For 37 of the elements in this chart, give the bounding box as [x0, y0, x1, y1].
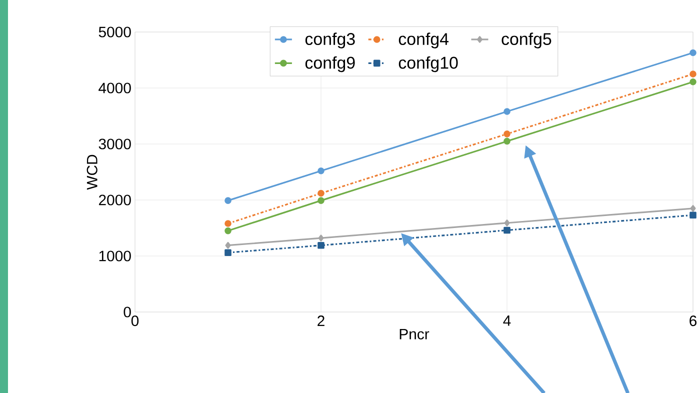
y-tick-label: 0 — [124, 306, 131, 318]
point — [318, 234, 324, 242]
point — [504, 130, 510, 138]
point — [318, 242, 324, 249]
y-tick-label: 3000 — [98, 138, 131, 150]
y-tick-label: 4000 — [98, 82, 131, 94]
point — [318, 190, 324, 197]
point — [225, 242, 231, 249]
point — [690, 212, 696, 219]
point — [224, 197, 232, 204]
legend-label: confg9 — [305, 56, 355, 72]
point — [690, 205, 696, 212]
point — [504, 226, 510, 234]
point — [224, 249, 232, 256]
legend-label: confg3 — [305, 32, 355, 48]
x-axis-title: Pncr — [400, 328, 430, 340]
point — [690, 70, 696, 78]
y-tick-label: 5000 — [98, 26, 131, 38]
point — [504, 220, 510, 226]
y-tick-label: 1000 — [99, 250, 131, 262]
legend-label: confg4 — [398, 32, 449, 48]
x-tick-label: 6 — [690, 316, 697, 326]
x-tick-label: 0 — [131, 316, 139, 326]
point — [504, 138, 510, 145]
y-axis-title: WCD — [86, 154, 98, 190]
legend-label: confg10 — [398, 56, 458, 72]
point — [504, 108, 510, 115]
x-tick-label: 2 — [318, 316, 324, 326]
point — [690, 78, 696, 86]
point — [318, 197, 324, 204]
point — [318, 167, 324, 174]
point — [690, 49, 696, 56]
y-tick-label: 2000 — [98, 194, 131, 206]
legend-label: confg5 — [502, 32, 552, 48]
point — [224, 227, 232, 234]
point — [224, 220, 232, 227]
x-tick-label: 4 — [503, 316, 511, 326]
